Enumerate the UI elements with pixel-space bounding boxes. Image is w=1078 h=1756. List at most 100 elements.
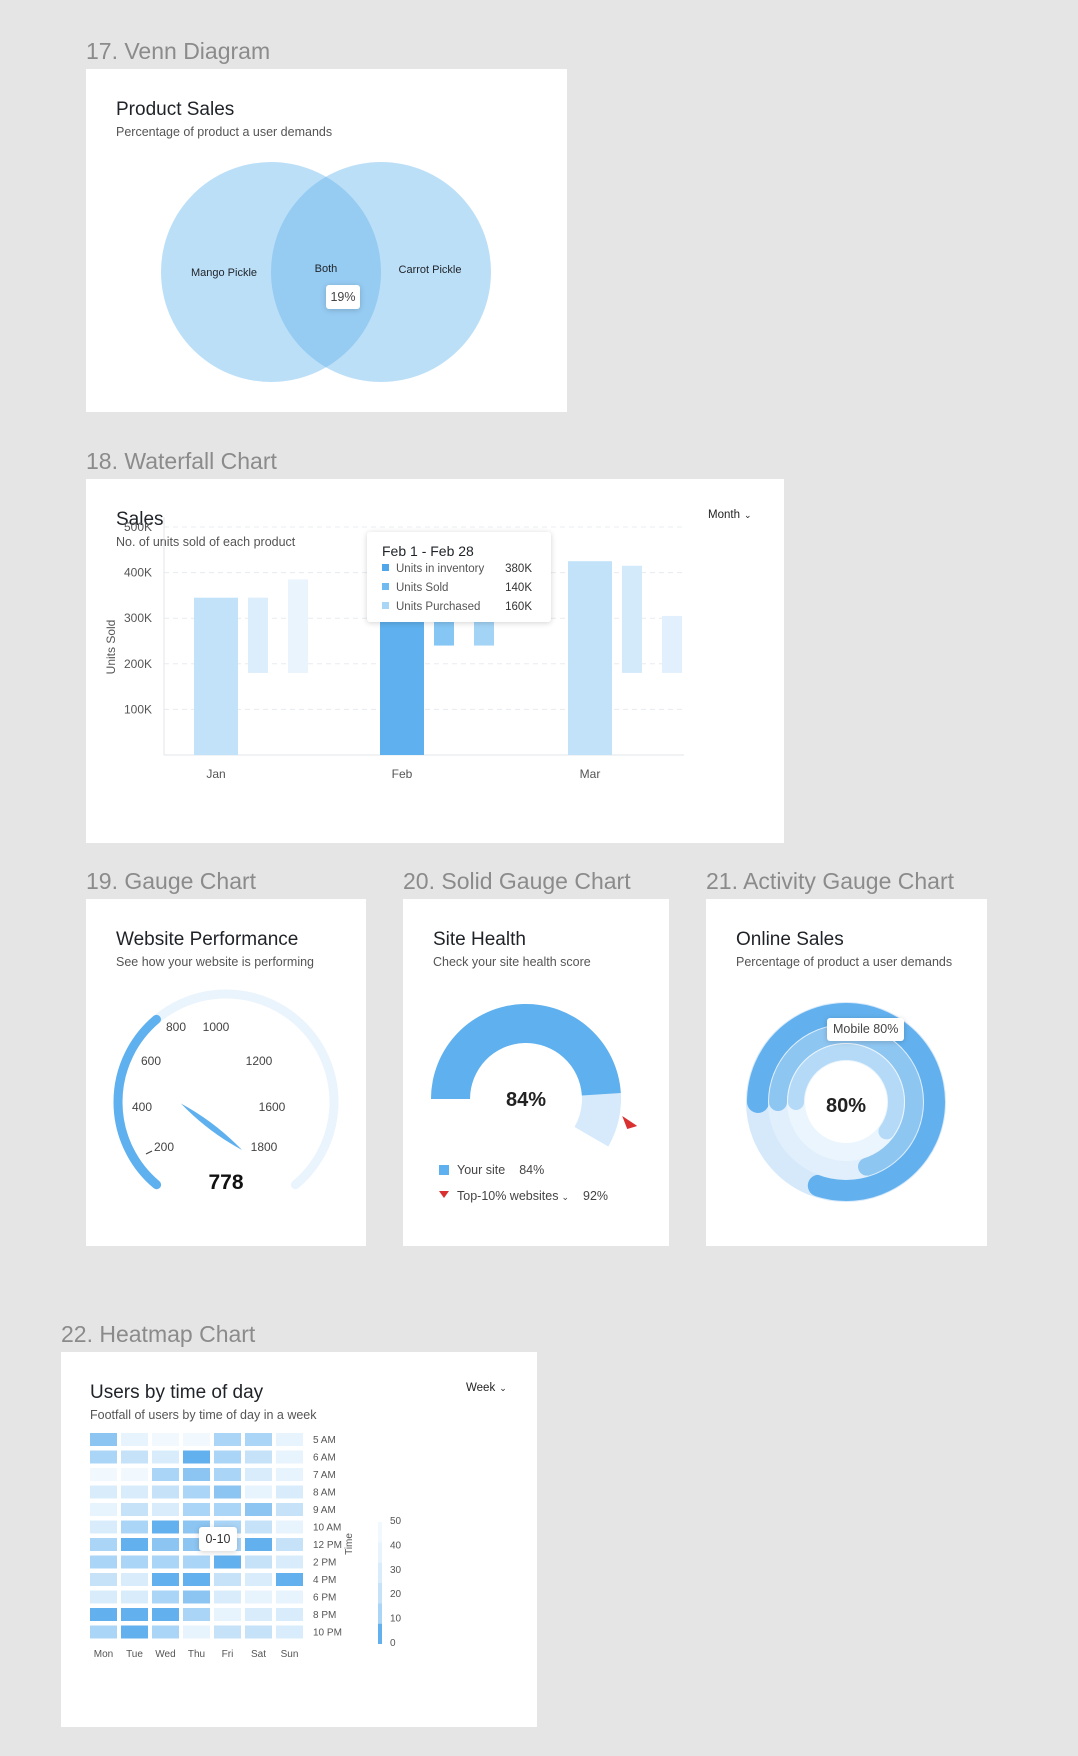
heatmap-cell[interactable] [245, 1450, 272, 1464]
venn-chart: Mango Pickle Both Carrot Pickle [161, 162, 491, 382]
heatmap-cell[interactable] [245, 1590, 272, 1604]
heatmap-cell[interactable] [276, 1433, 303, 1446]
heatmap-cell[interactable] [214, 1485, 241, 1499]
activity-ring[interactable] [747, 1003, 945, 1201]
heatmap-cell[interactable] [90, 1450, 117, 1464]
heatmap-cell[interactable] [214, 1468, 241, 1481]
bar-inventory-mar[interactable] [568, 561, 612, 755]
heatmap-cell[interactable] [214, 1433, 241, 1446]
heatmap-cell[interactable] [152, 1555, 179, 1569]
heatmap-cell[interactable] [152, 1590, 179, 1604]
x-tick-label: Wed [155, 1649, 175, 1660]
heatmap-cell[interactable] [276, 1450, 303, 1464]
chevron-down-icon: ⌄ [499, 1383, 507, 1393]
heatmap-cell[interactable] [245, 1503, 272, 1516]
heatmap-cell[interactable] [90, 1433, 117, 1446]
heatmap-cell[interactable] [276, 1573, 303, 1586]
heatmap-cell[interactable] [121, 1590, 148, 1604]
bar-floating-jan[interactable] [288, 579, 308, 673]
heatmap-cell[interactable] [121, 1573, 148, 1586]
activity-ring[interactable] [769, 1025, 923, 1176]
heatmap-cell[interactable] [90, 1590, 117, 1604]
solid-gauge-value[interactable] [431, 1003, 621, 1099]
heatmap-cell[interactable] [90, 1555, 117, 1569]
venn-intersection[interactable] [271, 162, 491, 382]
heatmap-cell[interactable] [245, 1625, 272, 1639]
heatmap-cell[interactable] [245, 1433, 272, 1446]
heatmap-cell[interactable] [245, 1485, 272, 1499]
heatmap-cell[interactable] [90, 1608, 117, 1621]
legend-top-websites[interactable]: Top-10% websites ⌄ 92% [439, 1189, 608, 1203]
heatmap-cell[interactable] [121, 1538, 148, 1551]
week-dropdown[interactable]: Week ⌄ [466, 1382, 507, 1394]
heatmap-cell[interactable] [152, 1520, 179, 1534]
heatmap-cell[interactable] [214, 1555, 241, 1569]
heatmap-cell[interactable] [152, 1538, 179, 1551]
bar-inventory-jan[interactable] [194, 597, 238, 755]
heatmap-cell[interactable] [183, 1485, 210, 1499]
heatmap-cell[interactable] [152, 1433, 179, 1446]
heatmap-cell[interactable] [245, 1555, 272, 1569]
heatmap-cell[interactable] [121, 1555, 148, 1569]
heatmap-cell[interactable] [183, 1573, 210, 1586]
heatmap-cell[interactable] [276, 1625, 303, 1639]
heatmap-cell[interactable] [183, 1608, 210, 1621]
heatmap-cell[interactable] [121, 1450, 148, 1464]
heatmap-cell[interactable] [245, 1520, 272, 1534]
heatmap-cell[interactable] [121, 1468, 148, 1481]
heatmap-cell[interactable] [276, 1520, 303, 1534]
heatmap-cell[interactable] [121, 1485, 148, 1499]
heatmap-cell[interactable] [183, 1433, 210, 1446]
heatmap-cell[interactable] [183, 1503, 210, 1516]
activity-ring[interactable] [788, 1044, 904, 1140]
heatmap-cell[interactable] [121, 1520, 148, 1534]
heatmap-cell[interactable] [245, 1573, 272, 1586]
heatmap-cell[interactable] [152, 1485, 179, 1499]
heatmap-cell[interactable] [245, 1468, 272, 1481]
heatmap-cell[interactable] [183, 1450, 210, 1464]
heatmap-cell[interactable] [214, 1625, 241, 1639]
x-tick-label: Thu [188, 1649, 205, 1660]
heatmap-cell[interactable] [276, 1485, 303, 1499]
heatmap-cell[interactable] [152, 1573, 179, 1586]
heatmap-cell[interactable] [276, 1538, 303, 1551]
heatmap-cell[interactable] [152, 1450, 179, 1464]
heatmap-cell[interactable] [90, 1520, 117, 1534]
heatmap-cell[interactable] [183, 1555, 210, 1569]
heatmap-cell[interactable] [276, 1555, 303, 1569]
tooltip-row-label: Units Purchased [396, 601, 481, 613]
heatmap-cell[interactable] [121, 1625, 148, 1639]
bar-floating-mar[interactable] [622, 565, 642, 673]
heatmap-cell[interactable] [276, 1468, 303, 1481]
heatmap-cell[interactable] [90, 1503, 117, 1516]
heatmap-cell[interactable] [90, 1468, 117, 1481]
heatmap-cell[interactable] [152, 1468, 179, 1481]
heatmap-cell[interactable] [276, 1590, 303, 1604]
heatmap-cell[interactable] [90, 1538, 117, 1551]
heatmap-cell[interactable] [245, 1538, 272, 1551]
heatmap-cell[interactable] [214, 1608, 241, 1621]
heatmap-cell[interactable] [152, 1503, 179, 1516]
heatmap-cell[interactable] [276, 1503, 303, 1516]
heatmap-cell[interactable] [121, 1608, 148, 1621]
heatmap-cell[interactable] [214, 1573, 241, 1586]
heatmap-cell[interactable] [245, 1608, 272, 1621]
heatmap-cell[interactable] [183, 1625, 210, 1639]
heatmap-cell[interactable] [121, 1433, 148, 1446]
heatmap-cell[interactable] [90, 1573, 117, 1586]
heatmap-cell[interactable] [121, 1503, 148, 1516]
heatmap-cell[interactable] [90, 1625, 117, 1639]
heatmap-cell[interactable] [152, 1608, 179, 1621]
bar-floating-jan[interactable] [248, 597, 268, 673]
heatmap-cell[interactable] [214, 1590, 241, 1604]
heatmap-cell[interactable] [214, 1450, 241, 1464]
month-dropdown[interactable]: Month ⌄ [708, 509, 752, 521]
heatmap-cell[interactable] [152, 1625, 179, 1639]
heatmap-cell[interactable] [214, 1503, 241, 1516]
scale-segment [378, 1522, 382, 1543]
heatmap-cell[interactable] [90, 1485, 117, 1499]
heatmap-cell[interactable] [183, 1468, 210, 1481]
bar-floating-mar[interactable] [662, 615, 682, 673]
heatmap-cell[interactable] [276, 1608, 303, 1621]
heatmap-cell[interactable] [183, 1590, 210, 1604]
